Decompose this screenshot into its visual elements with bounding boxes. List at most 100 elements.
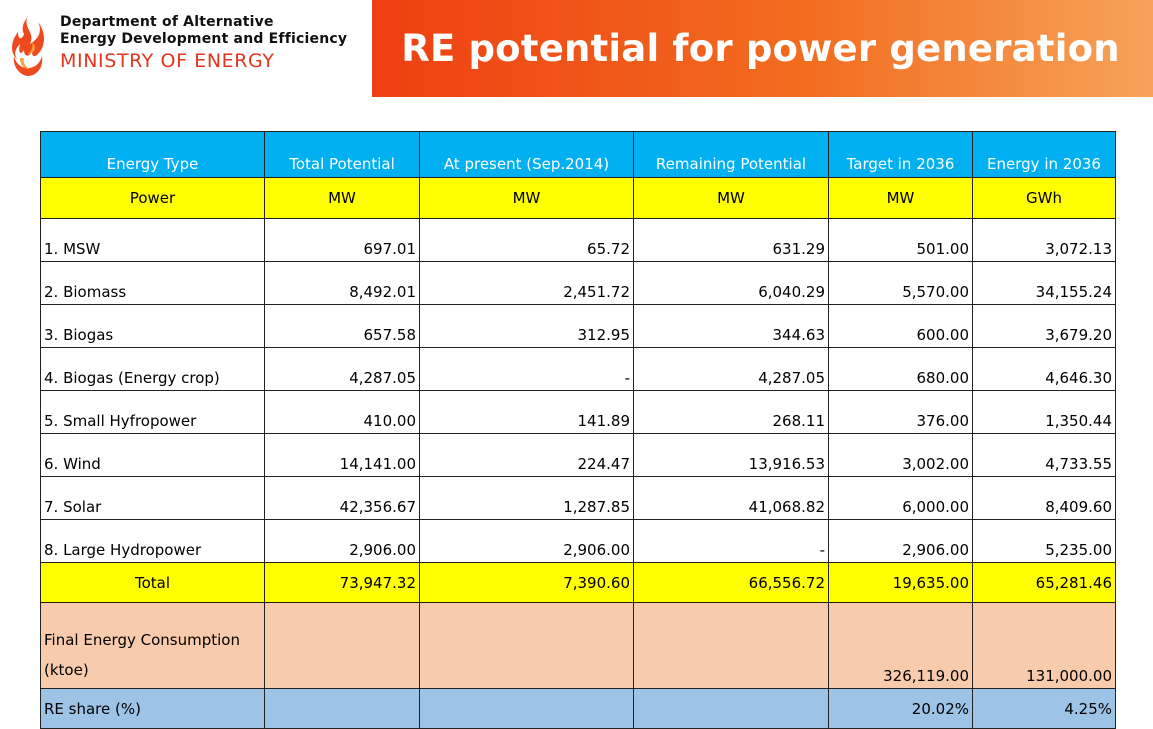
total-value-cell: 19,635.00 [828, 562, 973, 603]
value-cell [633, 602, 829, 689]
value-cell: 41,068.82 [633, 476, 829, 520]
value-cell: 3,679.20 [972, 304, 1116, 348]
value-cell [264, 688, 420, 729]
final-energy-label-line1: Final Energy Consumption [44, 631, 240, 649]
value-cell: 600.00 [828, 304, 973, 348]
value-cell: 376.00 [828, 390, 973, 434]
unit-cell: GWh [972, 177, 1116, 219]
total-value-cell: 7,390.60 [419, 562, 634, 603]
value-cell: - [419, 347, 634, 391]
column-header: Total Potential [264, 131, 420, 178]
final-energy-label-line2: (ktoe) [44, 661, 89, 679]
table-row: 2. Biomass 8,492.01 2,451.72 6,040.29 5,… [40, 261, 1116, 305]
final-energy-label: Final Energy Consumption (ktoe) [40, 602, 265, 689]
page-title: RE potential for power generation [401, 27, 1120, 70]
value-cell: 4,733.55 [972, 433, 1116, 477]
total-value-cell: 65,281.46 [972, 562, 1116, 603]
value-cell: 4,287.05 [633, 347, 829, 391]
table-header-row: Energy Type Total Potential At present (… [40, 131, 1116, 178]
re-share-label: RE share (%) [40, 688, 265, 729]
value-cell: 344.63 [633, 304, 829, 348]
value-cell [633, 688, 829, 729]
value-cell: 326,119.00 [828, 602, 973, 689]
table-row: 6. Wind 14,141.00 224.47 13,916.53 3,002… [40, 433, 1116, 477]
value-cell: 4,646.30 [972, 347, 1116, 391]
value-cell: 657.58 [264, 304, 420, 348]
unit-cell: MW [633, 177, 829, 219]
value-cell: 8,409.60 [972, 476, 1116, 520]
value-cell: 2,906.00 [264, 519, 420, 563]
table-row: 3. Biogas 657.58 312.95 344.63 600.00 3,… [40, 304, 1116, 348]
value-cell: 14,141.00 [264, 433, 420, 477]
value-cell: 501.00 [828, 218, 973, 262]
total-label: Total [40, 562, 265, 603]
value-cell: 3,002.00 [828, 433, 973, 477]
value-cell [264, 602, 420, 689]
flame-logo-icon [8, 12, 48, 84]
unit-cell: MW [419, 177, 634, 219]
value-cell: 4,287.05 [264, 347, 420, 391]
unit-cell: MW [264, 177, 420, 219]
value-cell: 680.00 [828, 347, 973, 391]
energy-type-cell: 7. Solar [40, 476, 265, 520]
table-row: 7. Solar 42,356.67 1,287.85 41,068.82 6,… [40, 476, 1116, 520]
table-row: 4. Biogas (Energy crop) 4,287.05 - 4,287… [40, 347, 1116, 391]
org-line-2: Energy Development and Efficiency [60, 31, 348, 47]
units-row: Power MW MW MW MW GWh [40, 177, 1116, 219]
value-cell: 141.89 [419, 390, 634, 434]
value-cell: 312.95 [419, 304, 634, 348]
energy-type-cell: 6. Wind [40, 433, 265, 477]
value-cell: - [633, 519, 829, 563]
title-banner: RE potential for power generation [372, 0, 1153, 97]
column-header: Energy Type [40, 131, 265, 178]
value-cell: 5,570.00 [828, 261, 973, 305]
organization-name: Department of Alternative Energy Develop… [60, 14, 370, 73]
column-header: Remaining Potential [633, 131, 829, 178]
value-cell: 410.00 [264, 390, 420, 434]
table-row: 5. Small Hyfropower 410.00 141.89 268.11… [40, 390, 1116, 434]
value-cell: 42,356.67 [264, 476, 420, 520]
value-cell [419, 602, 634, 689]
value-cell: 2,451.72 [419, 261, 634, 305]
final-energy-consumption-row: Final Energy Consumption (ktoe) 326,119.… [40, 602, 1116, 689]
value-cell: 4.25% [972, 688, 1116, 729]
value-cell: 3,072.13 [972, 218, 1116, 262]
energy-type-cell: 3. Biogas [40, 304, 265, 348]
value-cell: 5,235.00 [972, 519, 1116, 563]
value-cell: 268.11 [633, 390, 829, 434]
value-cell: 6,000.00 [828, 476, 973, 520]
ministry-name: MINISTRY OF ENERGY [60, 50, 275, 72]
energy-type-cell: 5. Small Hyfropower [40, 390, 265, 434]
column-header: Target in 2036 [828, 131, 973, 178]
table-row: 1. MSW 697.01 65.72 631.29 501.00 3,072.… [40, 218, 1116, 262]
org-line-1: Department of Alternative [60, 14, 274, 30]
value-cell: 8,492.01 [264, 261, 420, 305]
re-potential-table: Energy Type Total Potential At present (… [40, 131, 1116, 729]
value-cell: 2,906.00 [828, 519, 973, 563]
energy-type-cell: 1. MSW [40, 218, 265, 262]
value-cell: 6,040.29 [633, 261, 829, 305]
energy-type-cell: 2. Biomass [40, 261, 265, 305]
energy-type-cell: 4. Biogas (Energy crop) [40, 347, 265, 391]
value-cell [419, 688, 634, 729]
unit-cell: MW [828, 177, 973, 219]
value-cell: 1,350.44 [972, 390, 1116, 434]
total-value-cell: 73,947.32 [264, 562, 420, 603]
re-share-row: RE share (%) 20.02% 4.25% [40, 688, 1116, 729]
column-header: At present (Sep.2014) [419, 131, 634, 178]
value-cell: 697.01 [264, 218, 420, 262]
value-cell: 131,000.00 [972, 602, 1116, 689]
total-row: Total 73,947.32 7,390.60 66,556.72 19,63… [40, 562, 1116, 603]
value-cell: 2,906.00 [419, 519, 634, 563]
value-cell: 224.47 [419, 433, 634, 477]
unit-cell: Power [40, 177, 265, 219]
value-cell: 631.29 [633, 218, 829, 262]
value-cell: 13,916.53 [633, 433, 829, 477]
value-cell: 34,155.24 [972, 261, 1116, 305]
value-cell: 20.02% [828, 688, 973, 729]
total-value-cell: 66,556.72 [633, 562, 829, 603]
column-header: Energy in 2036 [972, 131, 1116, 178]
table-row: 8. Large Hydropower 2,906.00 2,906.00 - … [40, 519, 1116, 563]
energy-type-cell: 8. Large Hydropower [40, 519, 265, 563]
value-cell: 1,287.85 [419, 476, 634, 520]
